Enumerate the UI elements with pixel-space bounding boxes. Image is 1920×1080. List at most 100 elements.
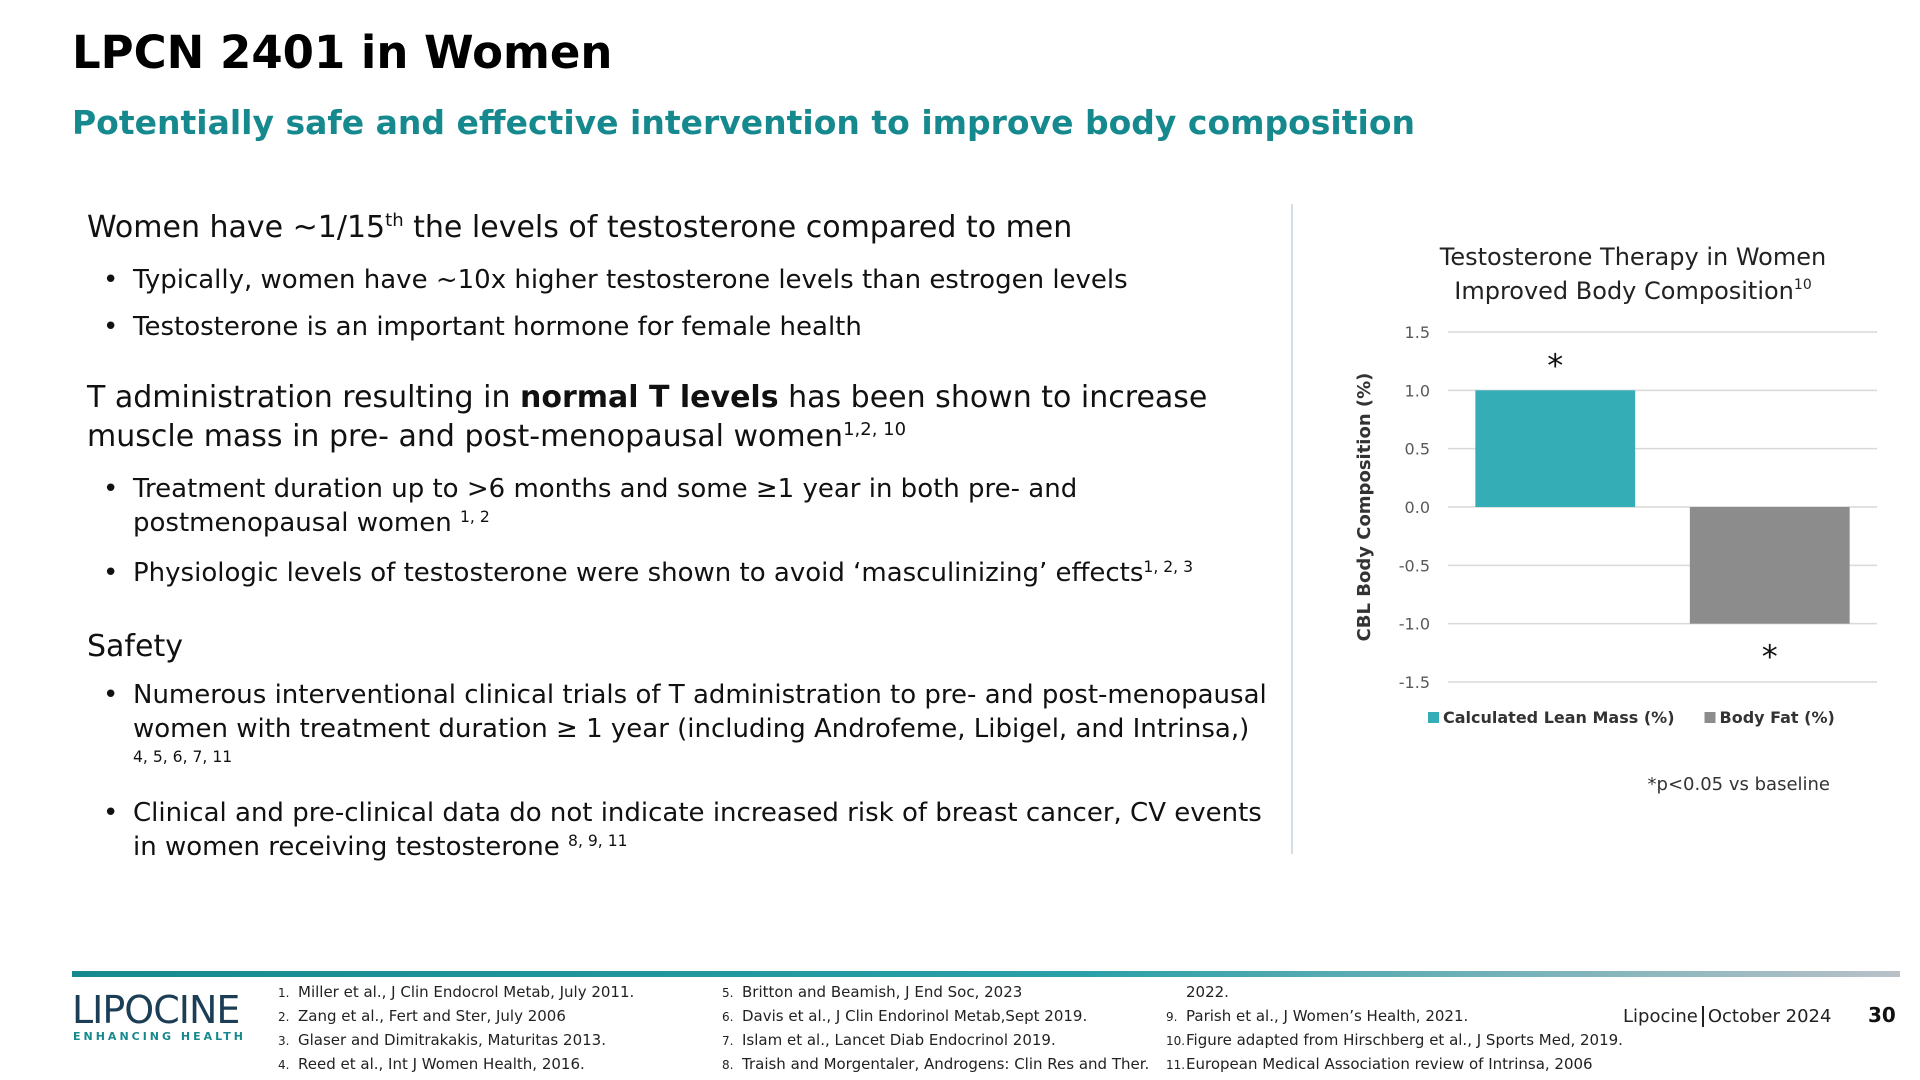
reference: 4. Reed et al., Int J Women Health, 2016. xyxy=(278,1055,585,1073)
reference: 11.European Medical Association review o… xyxy=(1166,1055,1593,1073)
chart-title: Testosterone Therapy in Women xyxy=(1439,243,1826,271)
text-run: Safety xyxy=(87,629,183,664)
section-heading: T administration resulting in normal T l… xyxy=(87,378,1267,460)
text-run: Clinical and pre-clinical data do not in… xyxy=(133,798,1262,862)
reference-number: 9. xyxy=(1166,1010,1178,1024)
text-run: the levels of testosterone compared to m… xyxy=(403,210,1073,245)
y-tick-label: -0.5 xyxy=(1399,556,1430,575)
text-run: Treatment duration up to >6 months and s… xyxy=(133,474,1078,538)
reference-text: Glaser and Dimitrakakis, Maturitas 2013. xyxy=(298,1031,606,1049)
text-run: 8, 9, 11 xyxy=(568,831,628,850)
reference-text: Zang et al., Fert and Ster, July 2006 xyxy=(298,1007,566,1025)
legend-label: Body Fat (%) xyxy=(1720,708,1835,727)
reference: 6. Davis et al., J Clin Endorinol Metab,S… xyxy=(722,1007,1087,1025)
bullet: Clinical and pre-clinical data do not in… xyxy=(87,796,1267,867)
legend-swatch xyxy=(1704,712,1716,723)
logo: LIPOCINE xyxy=(72,988,240,1032)
reference-number: 2. xyxy=(278,1010,290,1024)
bullet: Numerous interventional clinical trials … xyxy=(87,678,1267,783)
text-run: Women have ~1/15 xyxy=(87,210,386,245)
reference: 2. Zang et al., Fert and Ster, July 2006 xyxy=(278,1007,566,1025)
bar xyxy=(1475,390,1636,507)
reference-text: Traish and Morgentaler, Androgens: Clin … xyxy=(742,1055,1150,1073)
reference-text: Reed et al., Int J Women Health, 2016. xyxy=(298,1055,585,1073)
reference-number: 11. xyxy=(1166,1058,1186,1072)
text-run: T administration resulting in xyxy=(87,380,520,415)
reference-number: 6. xyxy=(722,1010,734,1024)
reference: 8. Traish and Morgentaler, Androgens: Cli… xyxy=(722,1055,1149,1073)
section: Safety Numerous interventional clinical t… xyxy=(87,627,1267,867)
footer-rule xyxy=(72,971,1900,977)
reference-text: Britton and Beamish, J End Soc, 2023 xyxy=(742,983,1023,1001)
text-run: 4, 5, 6, 7, 11 xyxy=(133,747,233,766)
section-heading: Women have ~1/15th the levels of testost… xyxy=(87,208,1267,251)
text-run: normal T levels xyxy=(520,380,779,415)
chart-title-line: Improved Body Composition xyxy=(1454,277,1794,305)
chart-title-ref: 10 xyxy=(1794,277,1812,293)
reference: 9. Parish et al., J Women’s Health, 2021. xyxy=(1166,1007,1468,1025)
reference-text: Islam et al., Lancet Diab Endocrinol 201… xyxy=(742,1031,1056,1049)
reference-number: 4. xyxy=(278,1058,290,1072)
legend-swatch xyxy=(1428,712,1439,723)
reference-number: 3. xyxy=(278,1034,290,1048)
reference: 10.Figure adapted from Hirschberg et al.… xyxy=(1166,1031,1623,1049)
bullet: Physiologic levels of testosterone were … xyxy=(87,556,1267,593)
text-run: Numerous interventional clinical trials … xyxy=(133,680,1267,744)
date: October 2024 xyxy=(1707,1006,1832,1027)
bullet: Treatment duration up to >6 months and s… xyxy=(87,472,1267,543)
page-number: 30 xyxy=(1868,1003,1896,1027)
reference-text: Figure adapted from Hirschberg et al., J… xyxy=(1186,1031,1623,1049)
reference-number: 7. xyxy=(722,1034,734,1048)
y-tick-label: 1.0 xyxy=(1405,381,1430,400)
y-tick-label: -1.0 xyxy=(1399,615,1430,634)
divider xyxy=(1291,204,1293,854)
reference-number: 5. xyxy=(722,986,734,1000)
bullet: Typically, women have ~10x higher testos… xyxy=(87,263,1267,297)
reference: 1. Miller et al., J Clin Endocrol Metab, … xyxy=(278,983,634,1001)
text-run: 1, 2 xyxy=(459,507,490,526)
bullet: Testosterone is an important hormone for… xyxy=(87,310,1267,344)
title: LPCN 2401 in Women xyxy=(72,26,613,79)
logo-tagline: ENHANCING HEALTH xyxy=(73,1030,247,1043)
y-tick-label: -1.5 xyxy=(1399,673,1430,692)
reference-number: 10. xyxy=(1166,1034,1186,1048)
reference-number: 1. xyxy=(278,986,290,1000)
text-run: Typically, women have ~10x higher testos… xyxy=(133,265,1128,295)
text-run: 1, 2, 3 xyxy=(1143,557,1194,576)
chart-title: Improved Body Composition10 xyxy=(1454,277,1811,305)
text-run: 1,2, 10 xyxy=(843,419,907,441)
reference: 5. Britton and Beamish, J End Soc, 2023 xyxy=(722,983,1022,1001)
separator xyxy=(1701,1006,1704,1027)
significance-marker: * xyxy=(1547,346,1563,384)
significance-marker: * xyxy=(1762,638,1778,676)
reference-text: European Medical Association review of I… xyxy=(1186,1055,1593,1073)
company: Lipocine xyxy=(1623,1006,1698,1027)
text-body: Women have ~1/15th the levels of testost… xyxy=(87,208,1267,901)
y-axis-label: CBL Body Composition (%) xyxy=(1354,373,1375,642)
section: T administration resulting in normal T l… xyxy=(87,378,1267,593)
reference-text: Parish et al., J Women’s Health, 2021. xyxy=(1186,1007,1469,1025)
footer-company: Lipocine October 2024 xyxy=(1623,1006,1831,1027)
bar xyxy=(1689,507,1850,624)
chart-note: *p<0.05 vs baseline xyxy=(1648,774,1830,795)
reference: 3. Glaser and Dimitrakakis, Maturitas 201… xyxy=(278,1031,606,1049)
y-tick-label: 0.5 xyxy=(1405,440,1430,459)
text-run: Physiologic levels of testosterone were … xyxy=(133,558,1144,588)
chart: Testosterone Therapy in Women Improved Bo… xyxy=(1354,243,1877,795)
legend-label: Calculated Lean Mass (%) xyxy=(1443,708,1675,727)
reference-number: 8. xyxy=(722,1058,734,1072)
section-heading: Safety xyxy=(87,627,1267,666)
chart-title-line: Testosterone Therapy in Women xyxy=(1439,243,1826,271)
reference: 7. Islam et al., Lancet Diab Endocrinol 2… xyxy=(722,1031,1056,1049)
reference-text: Miller et al., J Clin Endocrol Metab, Ju… xyxy=(298,983,635,1001)
subtitle: Potentially safe and effective intervent… xyxy=(72,103,1415,142)
text-run: has been shown to increase muscle mass i… xyxy=(87,380,1208,454)
section: Women have ~1/15th the levels of testost… xyxy=(87,208,1267,344)
y-tick-label: 1.5 xyxy=(1405,323,1430,342)
reference-continued: 2022. xyxy=(1186,983,1229,1001)
text-run: th xyxy=(385,210,404,232)
text-run: Testosterone is an important hormone for… xyxy=(133,312,862,342)
y-tick-label: 0.0 xyxy=(1405,498,1430,517)
reference-text: Davis et al., J Clin Endorinol Metab,Sep… xyxy=(742,1007,1088,1025)
